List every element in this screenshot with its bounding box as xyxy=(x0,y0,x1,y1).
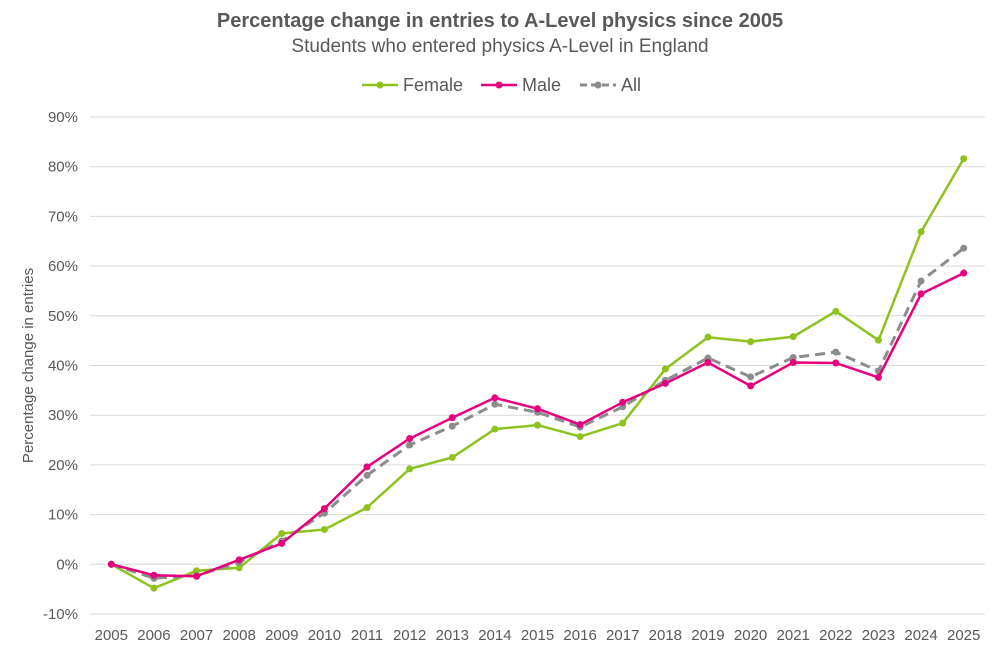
x-tick-label: 2012 xyxy=(393,627,426,644)
data-point-female xyxy=(661,365,669,373)
y-tick-label: 10% xyxy=(48,507,78,524)
y-tick-label: 90% xyxy=(48,109,78,126)
chart-subtitle: Students who entered physics A-Level in … xyxy=(291,36,709,57)
data-point-all xyxy=(960,244,968,252)
y-tick-label: 50% xyxy=(48,308,78,325)
y-tick-label: 80% xyxy=(48,159,78,176)
legend-label-female: Female xyxy=(403,75,463,95)
x-tick-label: 2011 xyxy=(351,627,383,644)
data-point-male xyxy=(619,398,627,406)
data-point-female xyxy=(576,433,584,441)
chart-title: Percentage change in entries to A-Level … xyxy=(216,10,784,32)
data-point-all xyxy=(406,441,414,449)
y-tick-label: 0% xyxy=(56,556,78,573)
x-tick-label: 2019 xyxy=(691,627,724,644)
y-tick-label: -10% xyxy=(43,606,78,623)
x-tick-label: 2014 xyxy=(478,627,511,644)
data-point-male xyxy=(874,373,882,381)
data-point-all xyxy=(832,348,840,356)
data-point-male xyxy=(193,572,201,580)
data-point-male xyxy=(448,414,456,422)
data-point-female xyxy=(789,333,797,341)
data-point-all xyxy=(917,277,925,285)
data-point-all xyxy=(363,471,371,479)
legend-marker-male xyxy=(495,81,503,89)
data-point-female xyxy=(917,228,925,236)
data-point-male xyxy=(960,269,968,277)
x-tick-label: 2023 xyxy=(862,627,895,644)
y-tick-label: 70% xyxy=(48,208,78,225)
y-tick-label: 30% xyxy=(48,407,78,424)
x-tick-label: 2025 xyxy=(947,627,980,644)
data-point-male xyxy=(235,556,243,564)
x-tick-label: 2013 xyxy=(436,627,469,644)
data-point-all xyxy=(747,373,755,381)
x-tick-label: 2008 xyxy=(222,627,255,644)
data-point-male xyxy=(661,379,669,387)
data-point-male xyxy=(278,539,286,547)
y-axis-label: Percentage change in entries xyxy=(20,268,37,463)
legend-marker-all xyxy=(594,81,602,89)
data-point-female xyxy=(193,567,201,575)
x-tick-label: 2018 xyxy=(649,627,682,644)
data-point-all xyxy=(448,422,456,430)
data-point-female xyxy=(448,453,456,461)
data-point-female xyxy=(832,307,840,315)
data-point-male xyxy=(534,405,541,413)
x-tick-label: 2005 xyxy=(95,627,128,644)
data-point-male xyxy=(832,359,840,367)
x-tick-label: 2020 xyxy=(734,627,767,644)
legend-marker-female xyxy=(376,81,384,89)
data-point-female xyxy=(534,421,541,429)
data-point-male xyxy=(917,290,925,298)
x-tick-label: 2015 xyxy=(521,627,554,644)
data-point-female xyxy=(747,338,755,346)
legend-label-male: Male xyxy=(522,75,561,95)
x-tick-label: 2010 xyxy=(308,627,341,644)
x-tick-label: 2009 xyxy=(265,627,298,644)
data-point-female xyxy=(150,584,158,592)
x-tick-label: 2021 xyxy=(777,627,810,644)
x-tick-label: 2022 xyxy=(819,627,852,644)
data-point-male xyxy=(576,421,584,429)
data-point-male xyxy=(363,463,371,471)
x-tick-label: 2016 xyxy=(563,627,596,644)
x-tick-label: 2024 xyxy=(904,627,937,644)
x-tick-label: 2007 xyxy=(180,627,213,644)
data-point-female xyxy=(320,526,328,534)
data-point-all xyxy=(789,354,797,362)
x-tick-label: 2006 xyxy=(137,627,170,644)
data-point-female xyxy=(619,419,627,427)
data-point-female xyxy=(235,564,243,572)
y-tick-label: 40% xyxy=(48,358,78,375)
series-line-female xyxy=(110,158,965,590)
data-point-female xyxy=(960,155,968,163)
data-point-male xyxy=(320,505,328,513)
data-point-female xyxy=(278,529,286,537)
data-point-female xyxy=(363,504,371,512)
data-point-male xyxy=(491,394,499,402)
data-point-male xyxy=(107,560,115,568)
legend-label-all: All xyxy=(621,75,641,95)
data-point-female xyxy=(704,333,712,341)
y-tick-label: 60% xyxy=(48,258,78,275)
data-point-male xyxy=(747,382,755,390)
data-point-female xyxy=(491,425,499,433)
y-tick-label: 20% xyxy=(48,457,78,474)
data-point-male xyxy=(150,571,158,579)
data-point-male xyxy=(406,435,414,443)
data-point-female xyxy=(406,465,414,473)
data-point-male xyxy=(704,359,712,367)
data-point-all xyxy=(491,400,499,408)
data-point-male xyxy=(789,359,797,367)
x-tick-label: 2017 xyxy=(606,627,639,644)
data-point-female xyxy=(874,336,882,344)
